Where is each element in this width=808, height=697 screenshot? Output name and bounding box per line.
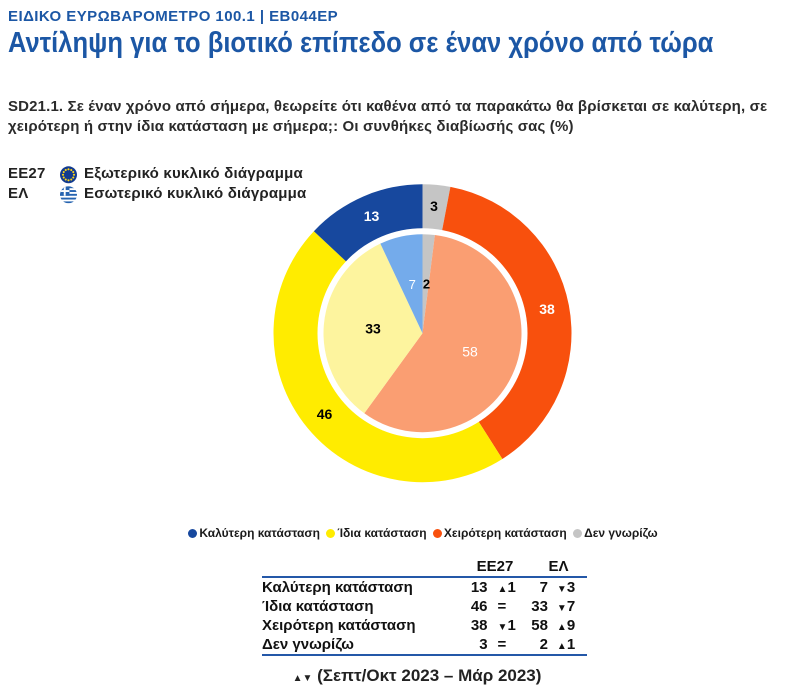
svg-text:58: 58 (462, 344, 478, 360)
svg-text:13: 13 (364, 208, 380, 224)
svg-text:2: 2 (423, 277, 430, 292)
svg-text:33: 33 (365, 321, 381, 337)
svg-text:38: 38 (539, 301, 555, 317)
svg-text:7: 7 (409, 277, 416, 292)
svg-text:46: 46 (317, 406, 333, 422)
svg-text:3: 3 (430, 198, 438, 214)
